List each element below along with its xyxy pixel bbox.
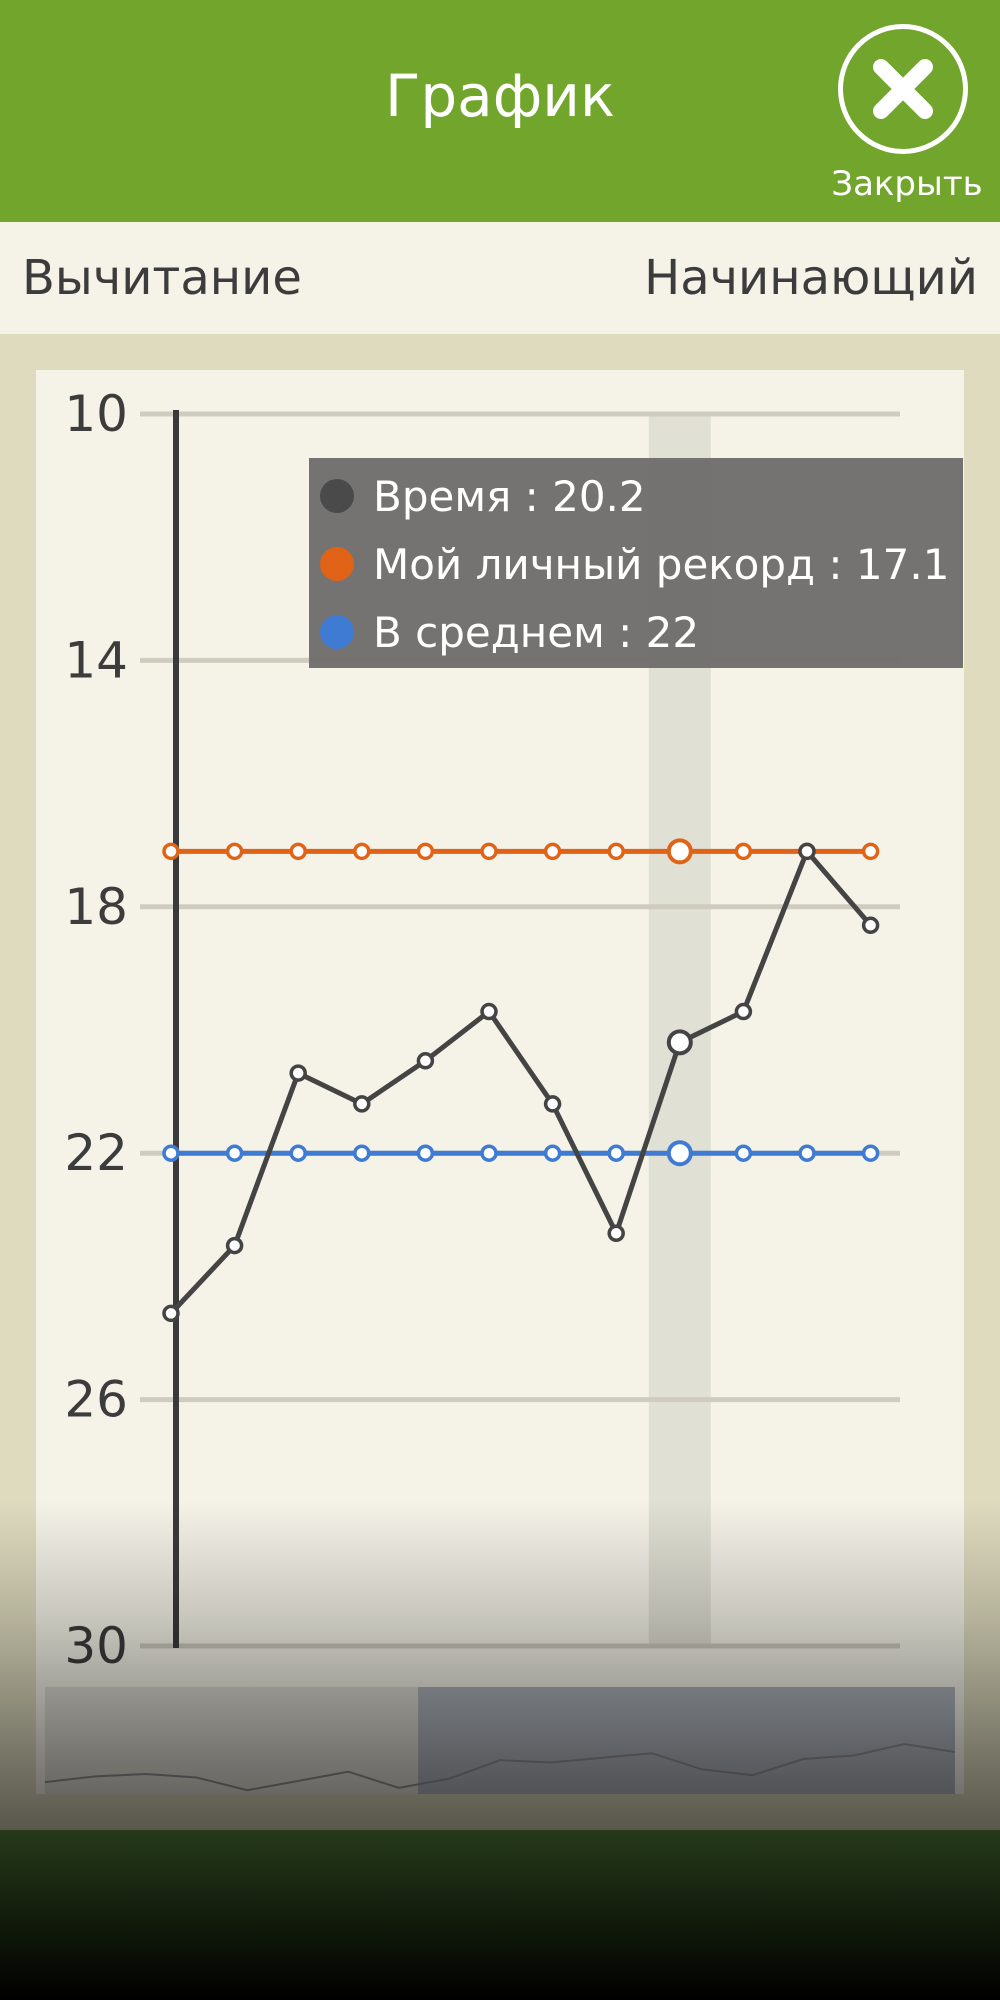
close-button[interactable]: Закрыть [831,24,983,214]
subheader-bar: Вычитание Начинающий [0,222,1000,334]
data-point [480,1002,498,1021]
data-point [861,916,880,935]
tooltip-record-text: Мой личный рекорд : 17.1 [373,540,949,589]
data-point [734,842,753,861]
data-point [225,842,244,861]
y-tick-label: 22 [64,1124,128,1182]
tooltip-legend-marker [320,615,354,649]
tooltip-time-text: Время : 20.2 [373,472,646,521]
data-point [353,842,371,861]
data-point [798,842,816,861]
data-point [353,1095,371,1113]
close-icon[interactable] [838,24,968,154]
level-label: Начинающий [644,250,978,306]
data-point [416,842,435,861]
data-point [666,838,693,865]
data-point [798,1144,816,1162]
series-line-0 [169,848,873,1316]
data-point [289,1144,307,1162]
y-tick-label: 18 [64,878,128,936]
line-chart[interactable]: 10 14 18 22 26 30 Время : 20.2 Мой личный рекор… [36,370,964,1794]
data-point [416,1144,435,1162]
navigator-window [418,1687,956,1794]
bottom-bar [0,1830,1000,2000]
data-point [861,1144,880,1162]
y-tick-label: 30 [64,1617,128,1675]
header-bar: График Закрыть [0,0,1000,222]
close-label[interactable]: Закрыть [831,164,983,204]
data-point [543,1095,562,1113]
tooltip-legend-marker [320,547,354,581]
data-point [734,1002,753,1021]
chart-area: 10 14 18 22 26 30 Время : 20.2 Мой личный рекор… [0,334,1000,1830]
data-point [480,1144,498,1162]
data-point [225,1144,244,1162]
data-point [162,1144,180,1162]
data-point [225,1236,244,1255]
data-point [666,1140,693,1167]
y-tick-label: 10 [64,385,128,443]
y-tick-label: 26 [64,1371,128,1429]
data-point [607,842,625,861]
tooltip-legend-marker [320,479,354,513]
data-point [162,842,180,861]
operation-label: Вычитание [22,250,302,306]
data-point [289,1064,307,1082]
data-point [607,1144,625,1162]
data-point [289,842,307,861]
data-point [607,1224,625,1243]
tooltip-box [309,458,963,668]
chart-panel: 10 14 18 22 26 30 Время : 20.2 Мой личный рекор… [36,370,964,1794]
data-point [416,1052,435,1070]
data-point [734,1144,753,1162]
data-point [543,1144,562,1162]
y-tick-label: 14 [64,631,128,689]
data-point [480,842,498,861]
data-point [162,1304,180,1323]
data-point [861,842,880,861]
data-point [666,1029,693,1056]
data-point [543,842,562,861]
data-point [353,1144,371,1162]
page-title: График [384,62,616,130]
tooltip-average-text: В среднем : 22 [373,608,699,657]
